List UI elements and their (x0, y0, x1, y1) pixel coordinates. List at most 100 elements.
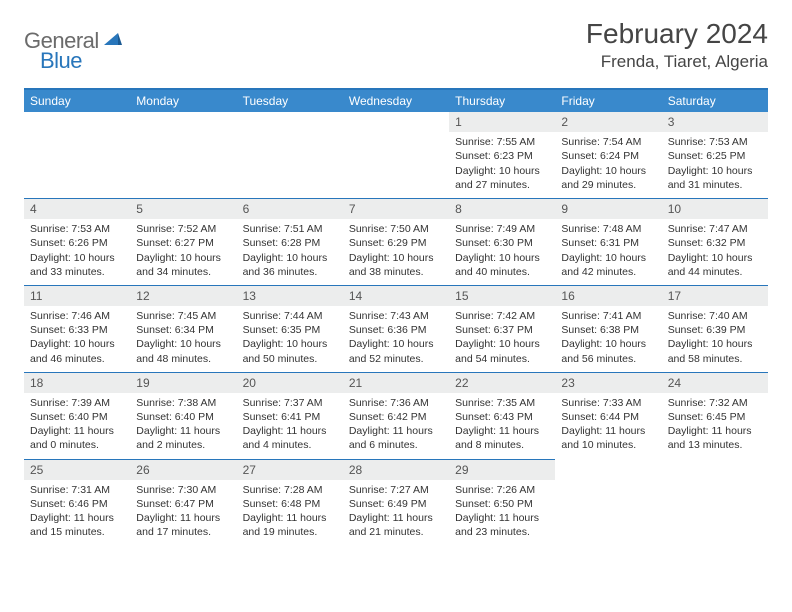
sunset-line: Sunset: 6:30 PM (455, 236, 549, 250)
day-number: 16 (555, 286, 661, 306)
daylight-line: Daylight: 10 hours (243, 251, 337, 265)
day-cell: 7Sunrise: 7:50 AMSunset: 6:29 PMDaylight… (343, 198, 449, 285)
daylight-line-2: and 17 minutes. (136, 525, 230, 539)
day-number: 3 (662, 112, 768, 132)
day-cell (130, 112, 236, 198)
daylight-line-2: and 38 minutes. (349, 265, 443, 279)
sunrise-line: Sunrise: 7:55 AM (455, 135, 549, 149)
sunset-line: Sunset: 6:48 PM (243, 497, 337, 511)
day-content: Sunrise: 7:40 AMSunset: 6:39 PMDaylight:… (662, 309, 768, 366)
day-content: Sunrise: 7:37 AMSunset: 6:41 PMDaylight:… (237, 396, 343, 453)
sunset-line: Sunset: 6:32 PM (668, 236, 762, 250)
day-content: Sunrise: 7:53 AMSunset: 6:25 PMDaylight:… (662, 135, 768, 192)
day-content: Sunrise: 7:35 AMSunset: 6:43 PMDaylight:… (449, 396, 555, 453)
month-title: February 2024 (586, 18, 768, 50)
sunrise-line: Sunrise: 7:51 AM (243, 222, 337, 236)
daylight-line-2: and 36 minutes. (243, 265, 337, 279)
sunrise-line: Sunrise: 7:39 AM (30, 396, 124, 410)
day-content: Sunrise: 7:33 AMSunset: 6:44 PMDaylight:… (555, 396, 661, 453)
sunset-line: Sunset: 6:37 PM (455, 323, 549, 337)
sunrise-line: Sunrise: 7:53 AM (30, 222, 124, 236)
day-content: Sunrise: 7:27 AMSunset: 6:49 PMDaylight:… (343, 483, 449, 540)
daylight-line: Daylight: 10 hours (349, 251, 443, 265)
day-number: 24 (662, 373, 768, 393)
sunset-line: Sunset: 6:26 PM (30, 236, 124, 250)
day-cell: 21Sunrise: 7:36 AMSunset: 6:42 PMDayligh… (343, 372, 449, 459)
logo-blue-text: Blue (40, 48, 82, 73)
daylight-line: Daylight: 11 hours (30, 511, 124, 525)
day-number: 18 (24, 373, 130, 393)
day-number: 29 (449, 460, 555, 480)
day-content: Sunrise: 7:43 AMSunset: 6:36 PMDaylight:… (343, 309, 449, 366)
weekday-tue: Tuesday (237, 90, 343, 112)
day-number: 12 (130, 286, 236, 306)
daylight-line-2: and 34 minutes. (136, 265, 230, 279)
sunrise-line: Sunrise: 7:26 AM (455, 483, 549, 497)
sunrise-line: Sunrise: 7:43 AM (349, 309, 443, 323)
day-content: Sunrise: 7:31 AMSunset: 6:46 PMDaylight:… (24, 483, 130, 540)
daylight-line: Daylight: 10 hours (30, 337, 124, 351)
sunrise-line: Sunrise: 7:31 AM (30, 483, 124, 497)
daylight-line-2: and 13 minutes. (668, 438, 762, 452)
daylight-line: Daylight: 10 hours (349, 337, 443, 351)
day-cell (237, 112, 343, 198)
sunset-line: Sunset: 6:41 PM (243, 410, 337, 424)
daylight-line-2: and 54 minutes. (455, 352, 549, 366)
daylight-line: Daylight: 10 hours (561, 164, 655, 178)
day-content: Sunrise: 7:42 AMSunset: 6:37 PMDaylight:… (449, 309, 555, 366)
day-cell: 14 Sunrise: 7:43 AMSunset: 6:36 PMDayligh… (343, 285, 449, 372)
daylight-line-2: and 21 minutes. (349, 525, 443, 539)
day-number: 23 (555, 373, 661, 393)
sunrise-line: Sunrise: 7:28 AM (243, 483, 337, 497)
daylight-line-2: and 29 minutes. (561, 178, 655, 192)
day-cell: 3 Sunrise: 7:53 AMSunset: 6:25 PMDaylight… (662, 112, 768, 198)
daylight-line: Daylight: 10 hours (668, 337, 762, 351)
sunrise-line: Sunrise: 7:42 AM (455, 309, 549, 323)
day-number: 14 (343, 286, 449, 306)
sunset-line: Sunset: 6:40 PM (136, 410, 230, 424)
sunset-line: Sunset: 6:35 PM (243, 323, 337, 337)
sunrise-line: Sunrise: 7:49 AM (455, 222, 549, 236)
daylight-line-2: and 0 minutes. (30, 438, 124, 452)
day-number: 21 (343, 373, 449, 393)
daylight-line: Daylight: 10 hours (455, 337, 549, 351)
sunrise-line: Sunrise: 7:45 AM (136, 309, 230, 323)
day-cell: 27 Sunrise: 7:28 AMSunset: 6:48 PMDayligh… (237, 459, 343, 546)
day-number: 7 (343, 199, 449, 219)
day-number: 27 (237, 460, 343, 480)
daylight-line-2: and 31 minutes. (668, 178, 762, 192)
day-number: 19 (130, 373, 236, 393)
day-number: 10 (662, 199, 768, 219)
sunset-line: Sunset: 6:42 PM (349, 410, 443, 424)
daylight-line: Daylight: 10 hours (668, 164, 762, 178)
day-content: Sunrise: 7:46 AMSunset: 6:33 PMDaylight:… (24, 309, 130, 366)
day-number: 5 (130, 199, 236, 219)
sunset-line: Sunset: 6:23 PM (455, 149, 549, 163)
sunset-line: Sunset: 6:46 PM (30, 497, 124, 511)
day-number: 25 (24, 460, 130, 480)
day-number: 15 (449, 286, 555, 306)
sunrise-line: Sunrise: 7:38 AM (136, 396, 230, 410)
day-cell: 15 Sunrise: 7:42 AMSunset: 6:37 PMDayligh… (449, 285, 555, 372)
sunset-line: Sunset: 6:43 PM (455, 410, 549, 424)
daylight-line: Daylight: 11 hours (243, 511, 337, 525)
sunrise-line: Sunrise: 7:46 AM (30, 309, 124, 323)
day-content: Sunrise: 7:47 AMSunset: 6:32 PMDaylight:… (662, 222, 768, 279)
sunrise-line: Sunrise: 7:44 AM (243, 309, 337, 323)
day-number: 1 (449, 112, 555, 132)
day-content: Sunrise: 7:30 AMSunset: 6:47 PMDaylight:… (130, 483, 236, 540)
sunset-line: Sunset: 6:47 PM (136, 497, 230, 511)
daylight-line: Daylight: 10 hours (561, 251, 655, 265)
daylight-line: Daylight: 11 hours (455, 511, 549, 525)
sunset-line: Sunset: 6:25 PM (668, 149, 762, 163)
day-cell: 9Sunrise: 7:48 AMSunset: 6:31 PMDaylight… (555, 198, 661, 285)
sunrise-line: Sunrise: 7:41 AM (561, 309, 655, 323)
day-number: 13 (237, 286, 343, 306)
day-cell: 10 Sunrise: 7:47 AMSunset: 6:32 PMDayligh… (662, 198, 768, 285)
daylight-line-2: and 10 minutes. (561, 438, 655, 452)
sunrise-line: Sunrise: 7:37 AM (243, 396, 337, 410)
sunrise-line: Sunrise: 7:33 AM (561, 396, 655, 410)
day-cell: 20Sunrise: 7:37 AMSunset: 6:41 PMDayligh… (237, 372, 343, 459)
daylight-line: Daylight: 10 hours (455, 164, 549, 178)
calendar-grid: 1Sunrise: 7:55 AMSunset: 6:23 PMDaylight… (24, 112, 768, 546)
